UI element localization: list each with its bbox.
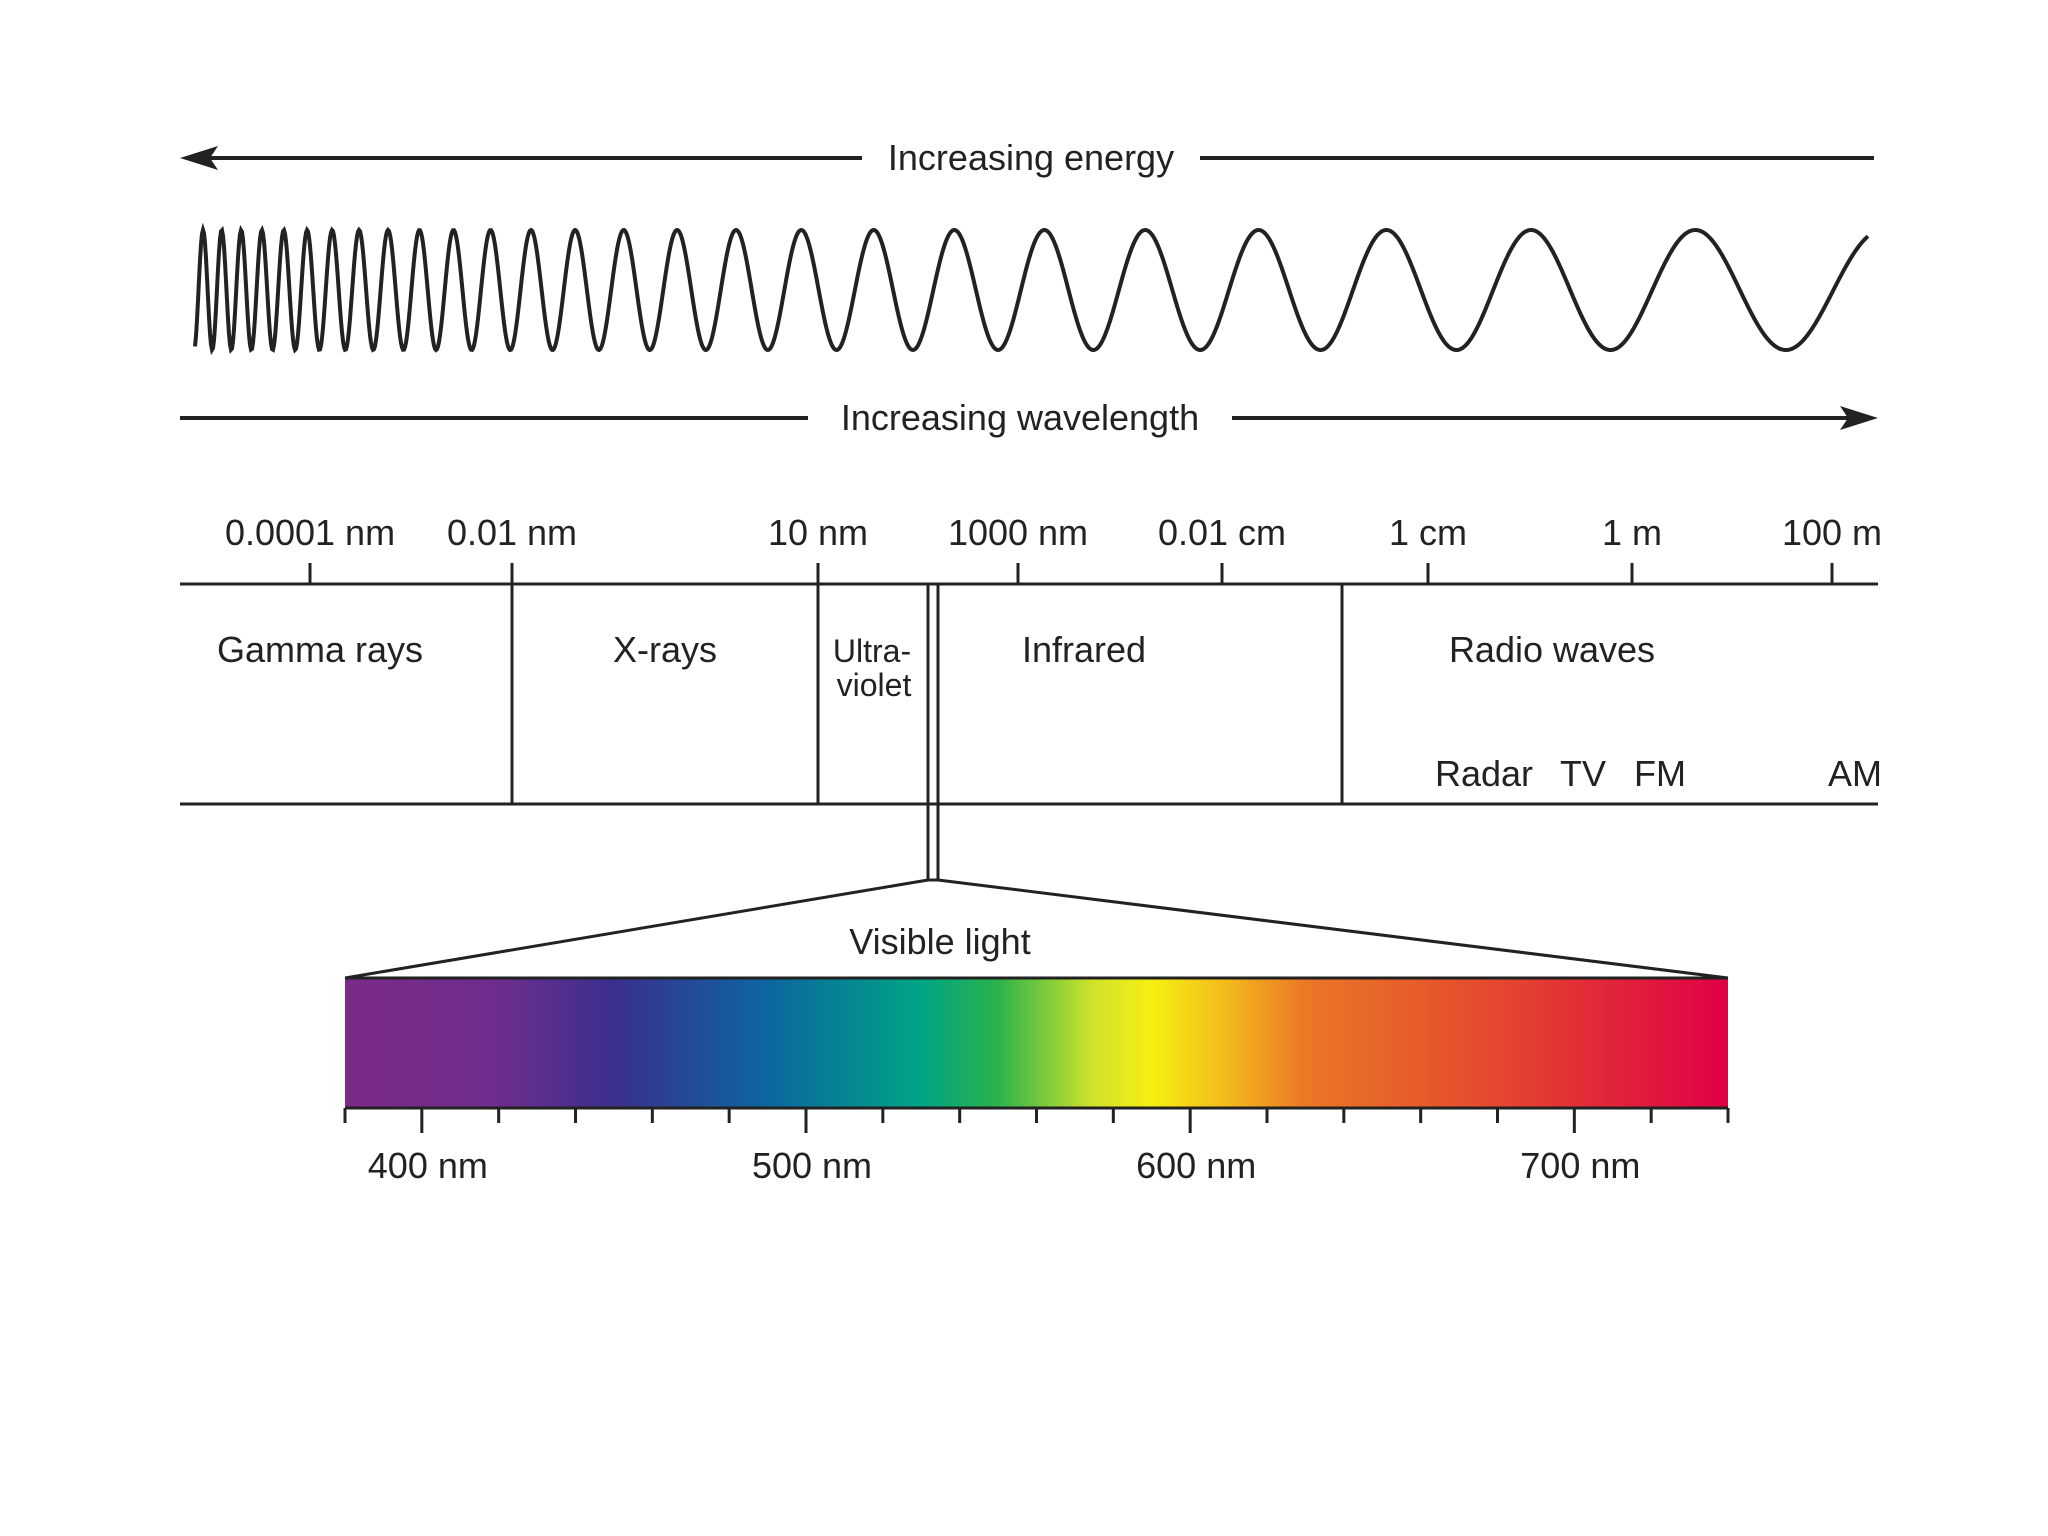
band-label-gamma-rays: Gamma rays [217,629,423,670]
visible-tick-label: 600 nm [1136,1145,1256,1186]
scale-tick-label: 0.0001 nm [225,512,395,553]
radio-subband-tv: TV [1560,753,1606,794]
wavelength-arrowhead [1840,406,1878,430]
visible-tick-label: 400 nm [368,1145,488,1186]
visible-tick-labels: 400 nm 500 nm 600 nm 700 nm [368,1145,1641,1186]
radio-subband-fm: FM [1634,753,1686,794]
scale-tick-label: 1 cm [1389,512,1467,553]
wave-curve [193,222,1870,356]
band-label-infrared: Infrared [1022,629,1146,670]
band-label-ultraviolet-2: violet [837,667,912,703]
wavelength-arrow-label: Increasing wavelength [841,397,1199,438]
scale-tick-label: 1000 nm [948,512,1088,553]
visible-zoom-lines [344,878,1729,980]
radio-subband-radar: Radar [1435,753,1533,794]
band-table: Gamma rays X-rays Ultra- violet Infrared… [180,582,1882,880]
wavelength-scale: 0.0001 nm 0.01 nm 10 nm 1000 nm 0.01 cm … [225,512,1882,553]
energy-arrowhead [180,146,218,170]
radio-subband-am: AM [1828,753,1882,794]
scale-tick-label: 100 m [1782,512,1882,553]
energy-arrow-label: Increasing energy [888,137,1174,178]
wavelength-arrow: Increasing wavelength [180,397,1878,438]
energy-arrow: Increasing energy [180,137,1874,178]
scale-tick-label: 10 nm [768,512,868,553]
visible-tick-marks [343,1108,1730,1133]
scale-tick-marks [308,563,1834,584]
visible-light-label: Visible light [849,921,1030,962]
scale-tick-label: 0.01 nm [447,512,577,553]
scale-tick-label: 1 m [1602,512,1662,553]
visible-tick-label: 500 nm [752,1145,872,1186]
band-label-x-rays: X-rays [613,629,717,670]
zoom-line-right [937,878,1729,980]
visible-tick-label: 700 nm [1520,1145,1640,1186]
band-label-ultraviolet-1: Ultra- [833,633,911,669]
band-label-radio-waves: Radio waves [1449,629,1655,670]
scale-tick-label: 0.01 cm [1158,512,1286,553]
visible-spectrum-bar [345,978,1728,1108]
zoom-line-left [344,878,929,980]
